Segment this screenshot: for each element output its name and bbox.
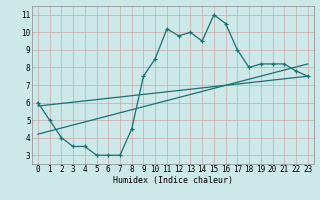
X-axis label: Humidex (Indice chaleur): Humidex (Indice chaleur)	[113, 176, 233, 185]
